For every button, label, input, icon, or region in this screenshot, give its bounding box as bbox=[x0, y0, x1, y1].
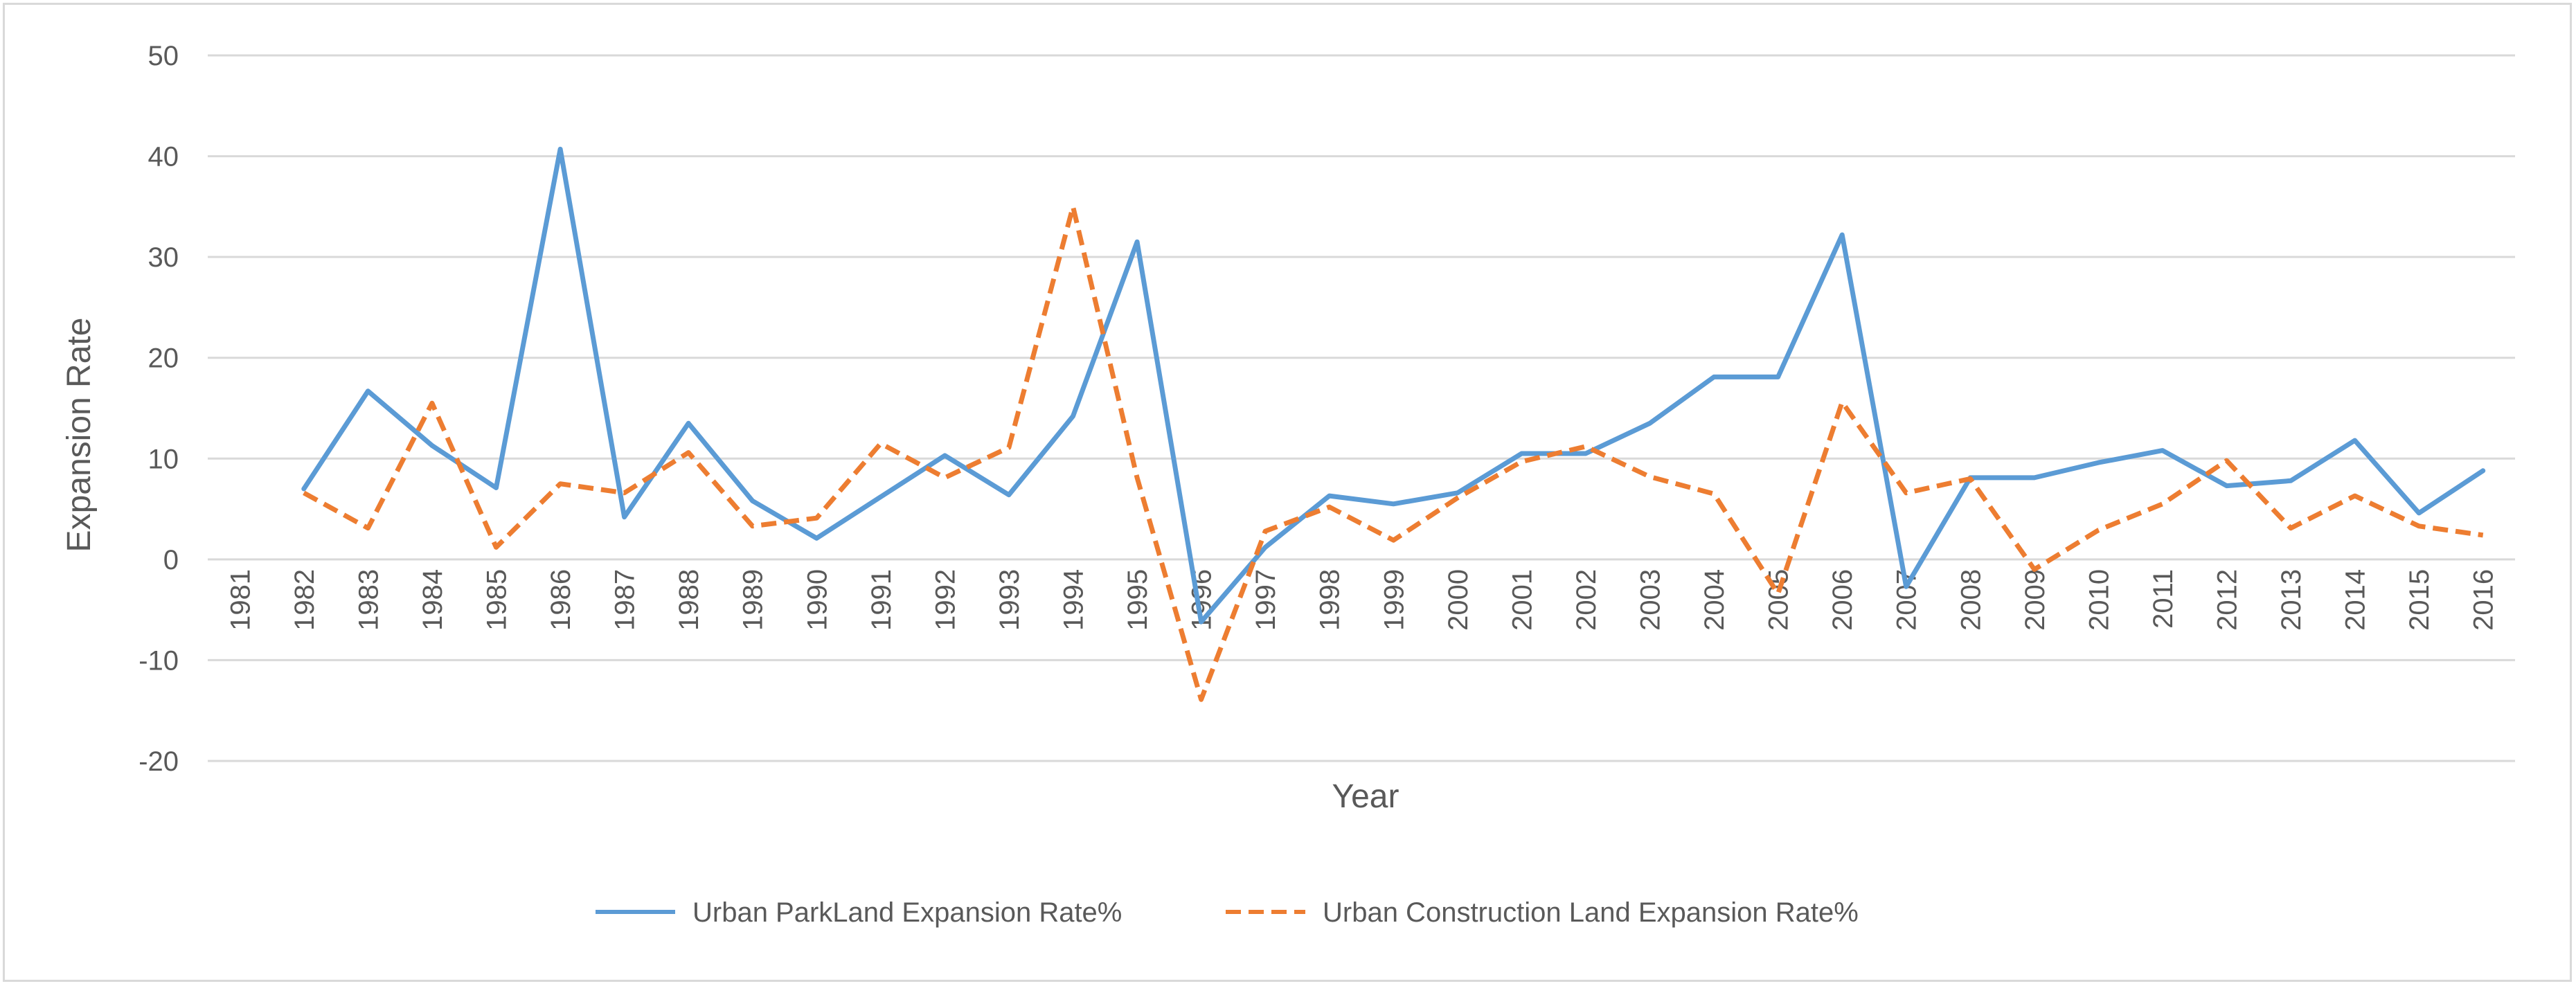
y-tick-label: 30 bbox=[148, 242, 179, 273]
x-tick-label: 1981 bbox=[225, 569, 256, 631]
x-tick-label: 1986 bbox=[546, 569, 576, 631]
y-axis-ticks: -20 -10 0 10 20 30 40 50 bbox=[138, 41, 179, 777]
gridlines bbox=[208, 54, 2515, 762]
x-tick-label: 1995 bbox=[1122, 569, 1153, 631]
x-tick-label: 1988 bbox=[674, 569, 704, 631]
x-tick-label: 2004 bbox=[1699, 569, 1730, 631]
y-tick-label: 40 bbox=[148, 142, 179, 172]
y-tick-label: 20 bbox=[148, 343, 179, 374]
series-lines bbox=[301, 146, 2486, 702]
x-tick-label: 2012 bbox=[2212, 569, 2243, 631]
x-axis-title: Year bbox=[1332, 778, 1399, 815]
x-tick-label: 2010 bbox=[2084, 569, 2114, 631]
x-tick-label: 2009 bbox=[2020, 569, 2050, 631]
y-tick-label: 0 bbox=[163, 545, 179, 575]
x-tick-label: 2000 bbox=[1443, 569, 1474, 631]
x-tick-label: 1983 bbox=[353, 569, 384, 631]
x-tick-label: 1997 bbox=[1251, 569, 1281, 631]
x-tick-label: 1993 bbox=[994, 569, 1025, 631]
x-tick-label: 2006 bbox=[1827, 569, 1858, 631]
y-tick-label: -20 bbox=[138, 746, 179, 777]
legend: Urban ParkLand Expansion Rate% Urban Con… bbox=[596, 897, 1859, 928]
x-tick-label: 1984 bbox=[418, 569, 448, 631]
x-tick-label: 1994 bbox=[1059, 569, 1089, 631]
y-tick-label: 10 bbox=[148, 444, 179, 474]
series-0 bbox=[301, 146, 2486, 625]
x-axis-ticks: 1981 1982 1983 1984 1985 1986 1987 1988 1989 1990… bbox=[225, 569, 2498, 631]
x-tick-label: 2013 bbox=[2276, 569, 2307, 631]
y-tick-label: -10 bbox=[138, 645, 179, 676]
y-tick-label: 50 bbox=[148, 41, 179, 71]
x-tick-label: 2002 bbox=[1571, 569, 1602, 631]
y-axis-title: Expansion Rate bbox=[61, 318, 98, 553]
x-tick-label: 2014 bbox=[2341, 569, 2371, 631]
x-tick-label: 1998 bbox=[1315, 569, 1345, 631]
series-1 bbox=[303, 204, 2484, 702]
x-tick-label: 2003 bbox=[1636, 569, 1666, 631]
series-line bbox=[301, 146, 2486, 625]
x-tick-label: 1987 bbox=[610, 569, 641, 631]
x-tick-label: 2001 bbox=[1507, 569, 1537, 631]
x-tick-label: 1990 bbox=[802, 569, 832, 631]
x-tick-label: 2015 bbox=[2404, 569, 2435, 631]
chart-frame bbox=[3, 3, 2572, 982]
x-tick-label: 2011 bbox=[2148, 569, 2179, 629]
x-tick-label: 1991 bbox=[866, 569, 897, 631]
legend-label-construction: Urban Construction Land Expansion Rate% bbox=[1323, 897, 1859, 928]
x-tick-label: 2016 bbox=[2469, 569, 2499, 631]
x-tick-label: 1999 bbox=[1379, 569, 1409, 631]
x-tick-label: 1982 bbox=[289, 569, 320, 631]
x-tick-label: 1989 bbox=[738, 569, 769, 631]
legend-label-parkland: Urban ParkLand Expansion Rate% bbox=[692, 897, 1122, 928]
x-tick-label: 1992 bbox=[930, 569, 960, 631]
x-tick-label: 1985 bbox=[482, 569, 512, 631]
x-tick-label: 2008 bbox=[1956, 569, 1986, 631]
series-line bbox=[303, 204, 2484, 702]
